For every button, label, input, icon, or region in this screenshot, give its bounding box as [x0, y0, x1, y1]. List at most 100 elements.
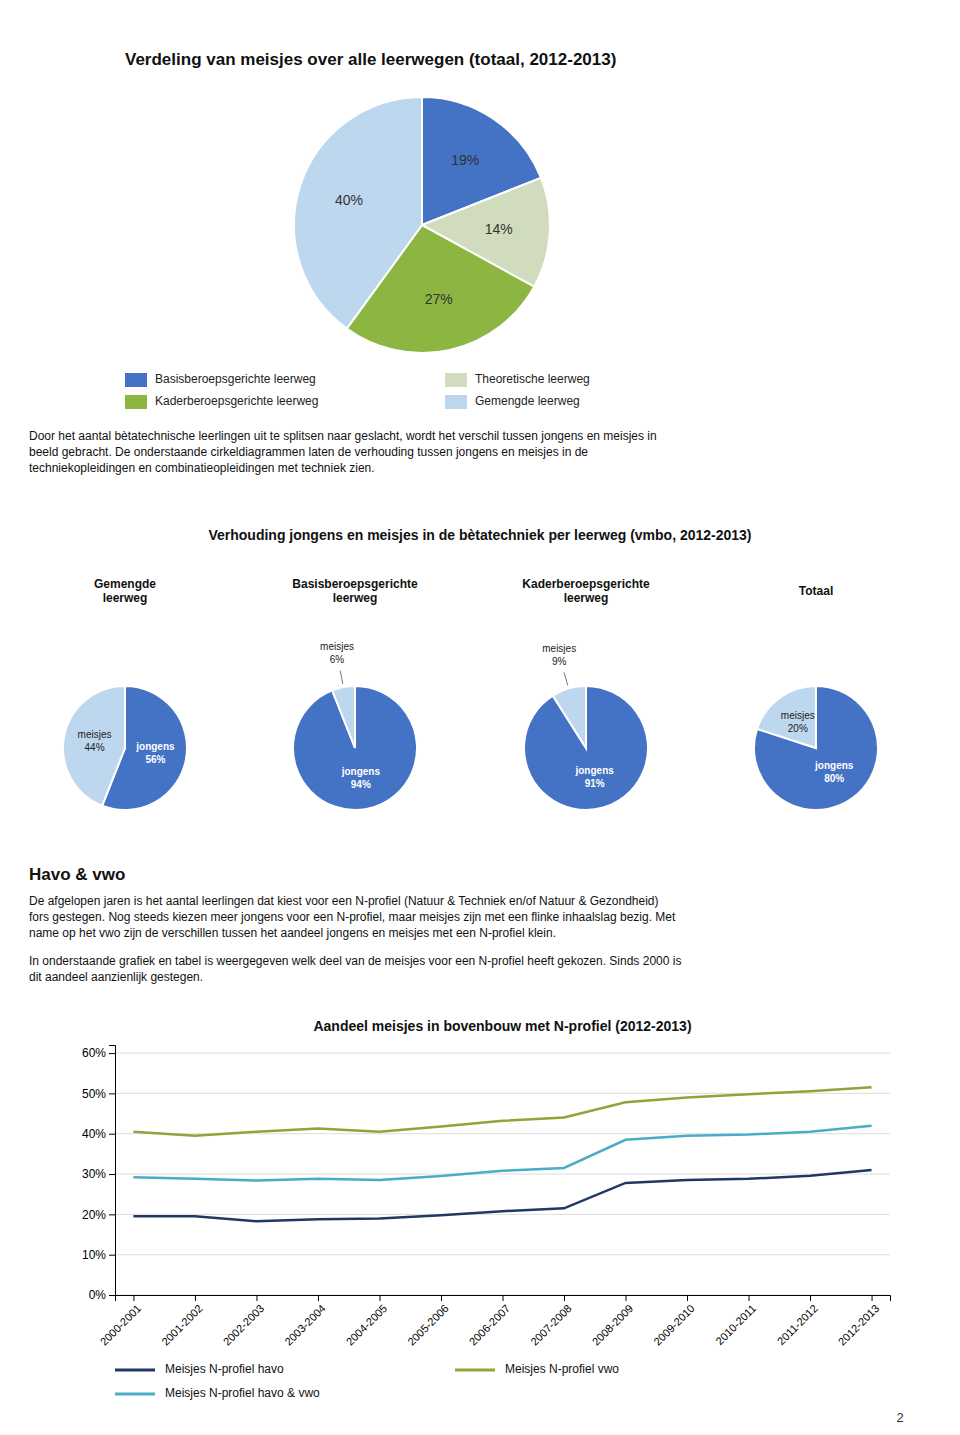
- pie-slice: [63, 686, 125, 806]
- pie-slice: [757, 686, 816, 748]
- pie: [294, 97, 550, 353]
- tick-label: 2011-2012: [775, 1302, 820, 1347]
- pie-slice: [553, 686, 586, 748]
- page: Verdeling van meisjes over alle leerwege…: [0, 0, 960, 1435]
- data-label: 19%: [451, 152, 479, 168]
- grid: [115, 1053, 890, 1295]
- pie-title: Basisberoepsgerichteleerweg: [292, 577, 418, 605]
- legend-label: Meisjes N-profiel havo: [165, 1362, 284, 1376]
- data-label: 27%: [425, 291, 453, 307]
- legend-label: Kaderberoepsgerichte leerweg: [155, 394, 318, 408]
- data-label: 6%: [330, 654, 345, 665]
- tick-mark: [133, 1295, 134, 1301]
- x-tick: 2000-2001: [98, 1295, 144, 1348]
- tick-mark: [109, 1214, 115, 1215]
- legend-swatch: [455, 1369, 495, 1372]
- pie-title: Gemengdeleerweg: [94, 577, 156, 605]
- tick-label: 2002-2003: [221, 1302, 267, 1348]
- tick-mark: [503, 1295, 504, 1301]
- body-text: Door het aantal bètatechnische leerlinge…: [29, 429, 657, 443]
- series-line: [133, 1126, 871, 1181]
- x-tick: 2003-2004: [282, 1295, 328, 1348]
- slice-category: meisjes: [781, 710, 815, 721]
- body-text: fors gestegen. Nog steeds kiezen meer jo…: [29, 910, 676, 924]
- tick-label: 60%: [82, 1046, 106, 1060]
- data-label: 91%: [585, 778, 605, 789]
- y-tick: 50%: [82, 1087, 115, 1101]
- tick-mark: [109, 1053, 115, 1054]
- x-tick: 2011-2012: [775, 1295, 820, 1347]
- slice-category: meisjes: [542, 643, 576, 654]
- tick-mark: [810, 1295, 811, 1301]
- tick-label: 2006-2007: [467, 1302, 513, 1348]
- grid-line: [115, 1174, 890, 1175]
- pie-slice: [754, 686, 878, 810]
- section-heading: Havo & vwo: [29, 865, 125, 884]
- pie-labels: 19%14%27%40%: [335, 152, 513, 306]
- data-label: 20%: [788, 723, 808, 734]
- pie-labels: jongens91%meisjes9%: [542, 643, 614, 789]
- tick-mark: [109, 1295, 115, 1296]
- pie-title-line: Kaderberoepsgerichte: [522, 577, 650, 591]
- tick-mark: [749, 1295, 750, 1301]
- tick-label: 2005-2006: [405, 1302, 451, 1348]
- tick-label: 2000-2001: [98, 1302, 144, 1348]
- tick-label: 2004-2005: [344, 1302, 390, 1348]
- pie-slice: [293, 686, 417, 810]
- tick-mark: [318, 1295, 319, 1301]
- leader-line: [340, 671, 343, 684]
- legend-swatch: [115, 1393, 155, 1396]
- tick-mark: [195, 1295, 196, 1301]
- tick-mark: [564, 1295, 565, 1301]
- tick-label: 2003-2004: [282, 1302, 328, 1348]
- tick-label: 0%: [89, 1288, 107, 1302]
- data-label: 9%: [552, 656, 567, 667]
- pie-slice: [294, 97, 422, 329]
- tick-mark: [872, 1295, 873, 1301]
- tick-label: 2010-2011: [713, 1302, 758, 1347]
- body-text: techniekopleidingen en combinatieopleidi…: [29, 461, 375, 475]
- tick-mark: [109, 1255, 115, 1256]
- pie-title-line: leerweg: [333, 591, 378, 605]
- legend-label: Gemengde leerweg: [475, 394, 580, 408]
- tick-label: 2008-2009: [590, 1302, 636, 1348]
- tick-mark: [687, 1295, 688, 1301]
- body-text: beeld gebracht. De onderstaande cirkeldi…: [29, 445, 588, 459]
- legend: Meisjes N-profiel havo Meisjes N-profiel …: [115, 1362, 619, 1400]
- pie: [63, 686, 187, 810]
- body-text: dit aandeel aanzienlijk gestegen.: [29, 970, 203, 984]
- slice-category: meisjes: [320, 641, 354, 652]
- body-text: In onderstaande grafiek en tabel is weer…: [29, 954, 681, 968]
- tick-mark: [441, 1295, 442, 1301]
- y-tick: 20%: [82, 1208, 115, 1222]
- tick-label: 40%: [82, 1127, 106, 1141]
- tick-label: 30%: [82, 1167, 106, 1181]
- series-line: [133, 1170, 871, 1221]
- grid-line: [115, 1053, 890, 1054]
- tick-mark: [109, 1093, 115, 1094]
- tick-mark: [256, 1295, 257, 1301]
- pie-title-line: leerweg: [103, 591, 148, 605]
- y-tick: 0%: [89, 1288, 115, 1302]
- data-label: 94%: [351, 779, 371, 790]
- pie: [524, 686, 648, 810]
- chart-title: Verdeling van meisjes over alle leerwege…: [125, 50, 616, 69]
- legend-label: Basisberoepsgerichte leerweg: [155, 372, 316, 386]
- data-label: 14%: [485, 221, 513, 237]
- slice-category: jongens: [135, 741, 175, 752]
- tick-label: 2001-2002: [159, 1302, 205, 1348]
- data-label: 56%: [145, 754, 165, 765]
- tick-label: 2009-2010: [651, 1302, 697, 1348]
- pie-labels: jongens56%meisjes44%: [78, 729, 175, 765]
- slice-category: jongens: [814, 760, 854, 771]
- legend-label: Meisjes N-profiel havo & vwo: [165, 1386, 320, 1400]
- plot-area: [133, 1087, 871, 1221]
- y-tick: 10%: [82, 1248, 115, 1262]
- pie: [754, 686, 878, 810]
- legend-swatch: [445, 395, 467, 409]
- pie-slice: [524, 686, 648, 810]
- legend: Basisberoepsgerichte leerwegTheoretische…: [125, 372, 590, 409]
- legend-swatch: [115, 1369, 155, 1372]
- pie-slice: [332, 686, 355, 748]
- pie-title-line: Gemengde: [94, 577, 156, 591]
